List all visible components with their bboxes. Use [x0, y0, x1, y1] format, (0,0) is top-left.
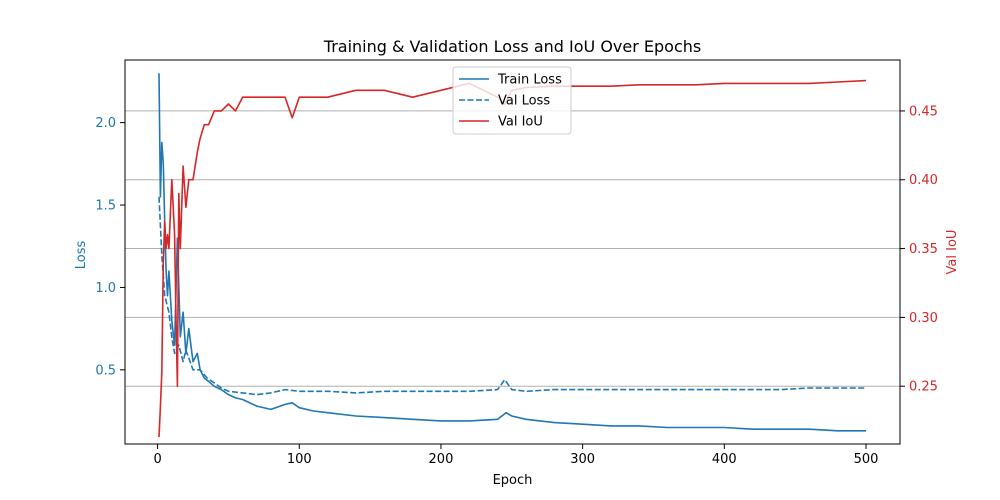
y-left-tick-label-0: 0.5 — [95, 363, 116, 378]
y-left-axis-title: Loss — [74, 241, 89, 270]
x-tick-label-2: 200 — [429, 452, 454, 467]
legend: Train Loss Val Loss Val IoU — [452, 66, 572, 135]
grid-lines — [125, 110, 900, 387]
x-axis-title: Epoch — [493, 473, 533, 488]
series-line-1 — [158, 196, 866, 396]
x-tick-label-4: 400 — [712, 452, 737, 467]
x-axis-ticks: 0 100 200 300 400 500 — [153, 444, 878, 467]
y-left-tick-label-3: 2.0 — [95, 116, 116, 131]
x-tick-label-5: 500 — [854, 452, 879, 467]
series-lines — [158, 73, 867, 438]
y-left-tick-label-2: 1.5 — [95, 199, 116, 214]
y-left-tick-label-1: 1.0 — [95, 281, 116, 296]
x-tick-label-3: 300 — [570, 452, 595, 467]
legend-box — [452, 66, 572, 135]
y-right-tick-label-4: 0.45 — [909, 104, 938, 119]
y-right-axis-ticks: 0.25 0.30 0.35 0.40 0.45 — [900, 104, 938, 395]
legend-label-0: Train Loss — [497, 73, 562, 88]
y-right-tick-label-3: 0.40 — [909, 173, 938, 188]
series-line-2 — [158, 79, 867, 438]
x-tick-label-1: 100 — [287, 452, 312, 467]
y-right-axis-title: Val IoU — [945, 230, 960, 275]
plot-frame — [124, 59, 901, 445]
legend-label-1: Val Loss — [498, 94, 550, 109]
y-right-tick-label-2: 0.35 — [909, 242, 938, 257]
legend-label-2: Val IoU — [498, 115, 543, 130]
chart-title: Training & Validation Loss and IoU Over … — [323, 37, 701, 56]
y-left-axis-ticks: 0.5 1.0 1.5 2.0 — [95, 116, 125, 378]
x-tick-label-0: 0 — [153, 452, 161, 467]
y-right-tick-label-0: 0.25 — [909, 380, 938, 395]
series-line-0 — [158, 73, 866, 432]
y-right-tick-label-1: 0.30 — [909, 311, 938, 326]
